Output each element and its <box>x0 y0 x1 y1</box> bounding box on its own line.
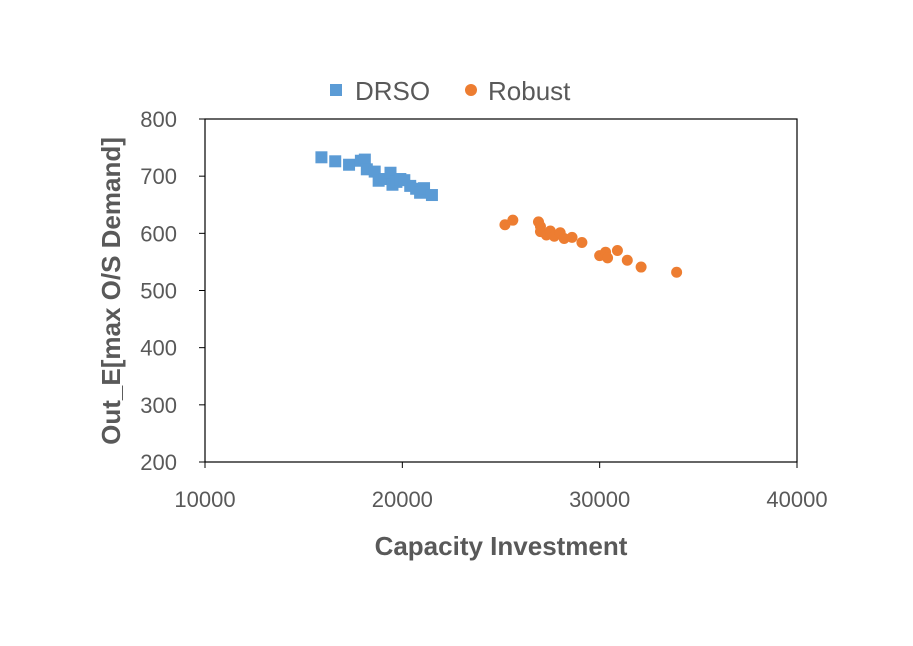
drso-point <box>358 153 371 166</box>
robust-point <box>507 214 519 226</box>
legend-marker-robust <box>465 84 477 96</box>
y-tick-label: 700 <box>140 164 177 189</box>
drso-point <box>384 166 397 179</box>
x-axis-ticks: 10000 20000 30000 40000 <box>174 462 828 512</box>
x-tick-label: 40000 <box>766 487 827 512</box>
x-axis-title: Capacity Investment <box>375 531 628 561</box>
robust-point <box>611 244 623 256</box>
data-points <box>315 151 683 278</box>
y-axis-title: Out_E[max O/S Demand] <box>96 137 126 445</box>
robust-point <box>576 236 588 248</box>
legend-label-robust: Robust <box>488 76 571 106</box>
x-tick-label: 10000 <box>174 487 235 512</box>
robust-point <box>566 231 578 243</box>
robust-point <box>635 261 647 273</box>
x-tick-label: 30000 <box>569 487 630 512</box>
y-axis-ticks: 200 300 400 500 600 700 800 <box>140 107 205 475</box>
robust-point <box>602 252 614 264</box>
robust-point <box>671 266 683 278</box>
y-tick-label: 800 <box>140 107 177 132</box>
robust-point <box>621 254 633 266</box>
drso-point <box>368 165 381 178</box>
legend: DRSO Robust <box>330 76 571 106</box>
x-tick-label: 20000 <box>372 487 433 512</box>
drso-point <box>315 151 328 164</box>
y-tick-label: 600 <box>140 221 177 246</box>
y-tick-label: 200 <box>140 450 177 475</box>
y-tick-label: 500 <box>140 279 177 304</box>
legend-label-drso: DRSO <box>355 76 430 106</box>
drso-point <box>343 158 356 171</box>
drso-point <box>425 189 438 202</box>
y-tick-label: 400 <box>140 336 177 361</box>
y-tick-label: 300 <box>140 393 177 418</box>
drso-point <box>329 155 342 168</box>
plot-area-frame <box>204 118 798 463</box>
legend-marker-drso <box>330 84 342 96</box>
